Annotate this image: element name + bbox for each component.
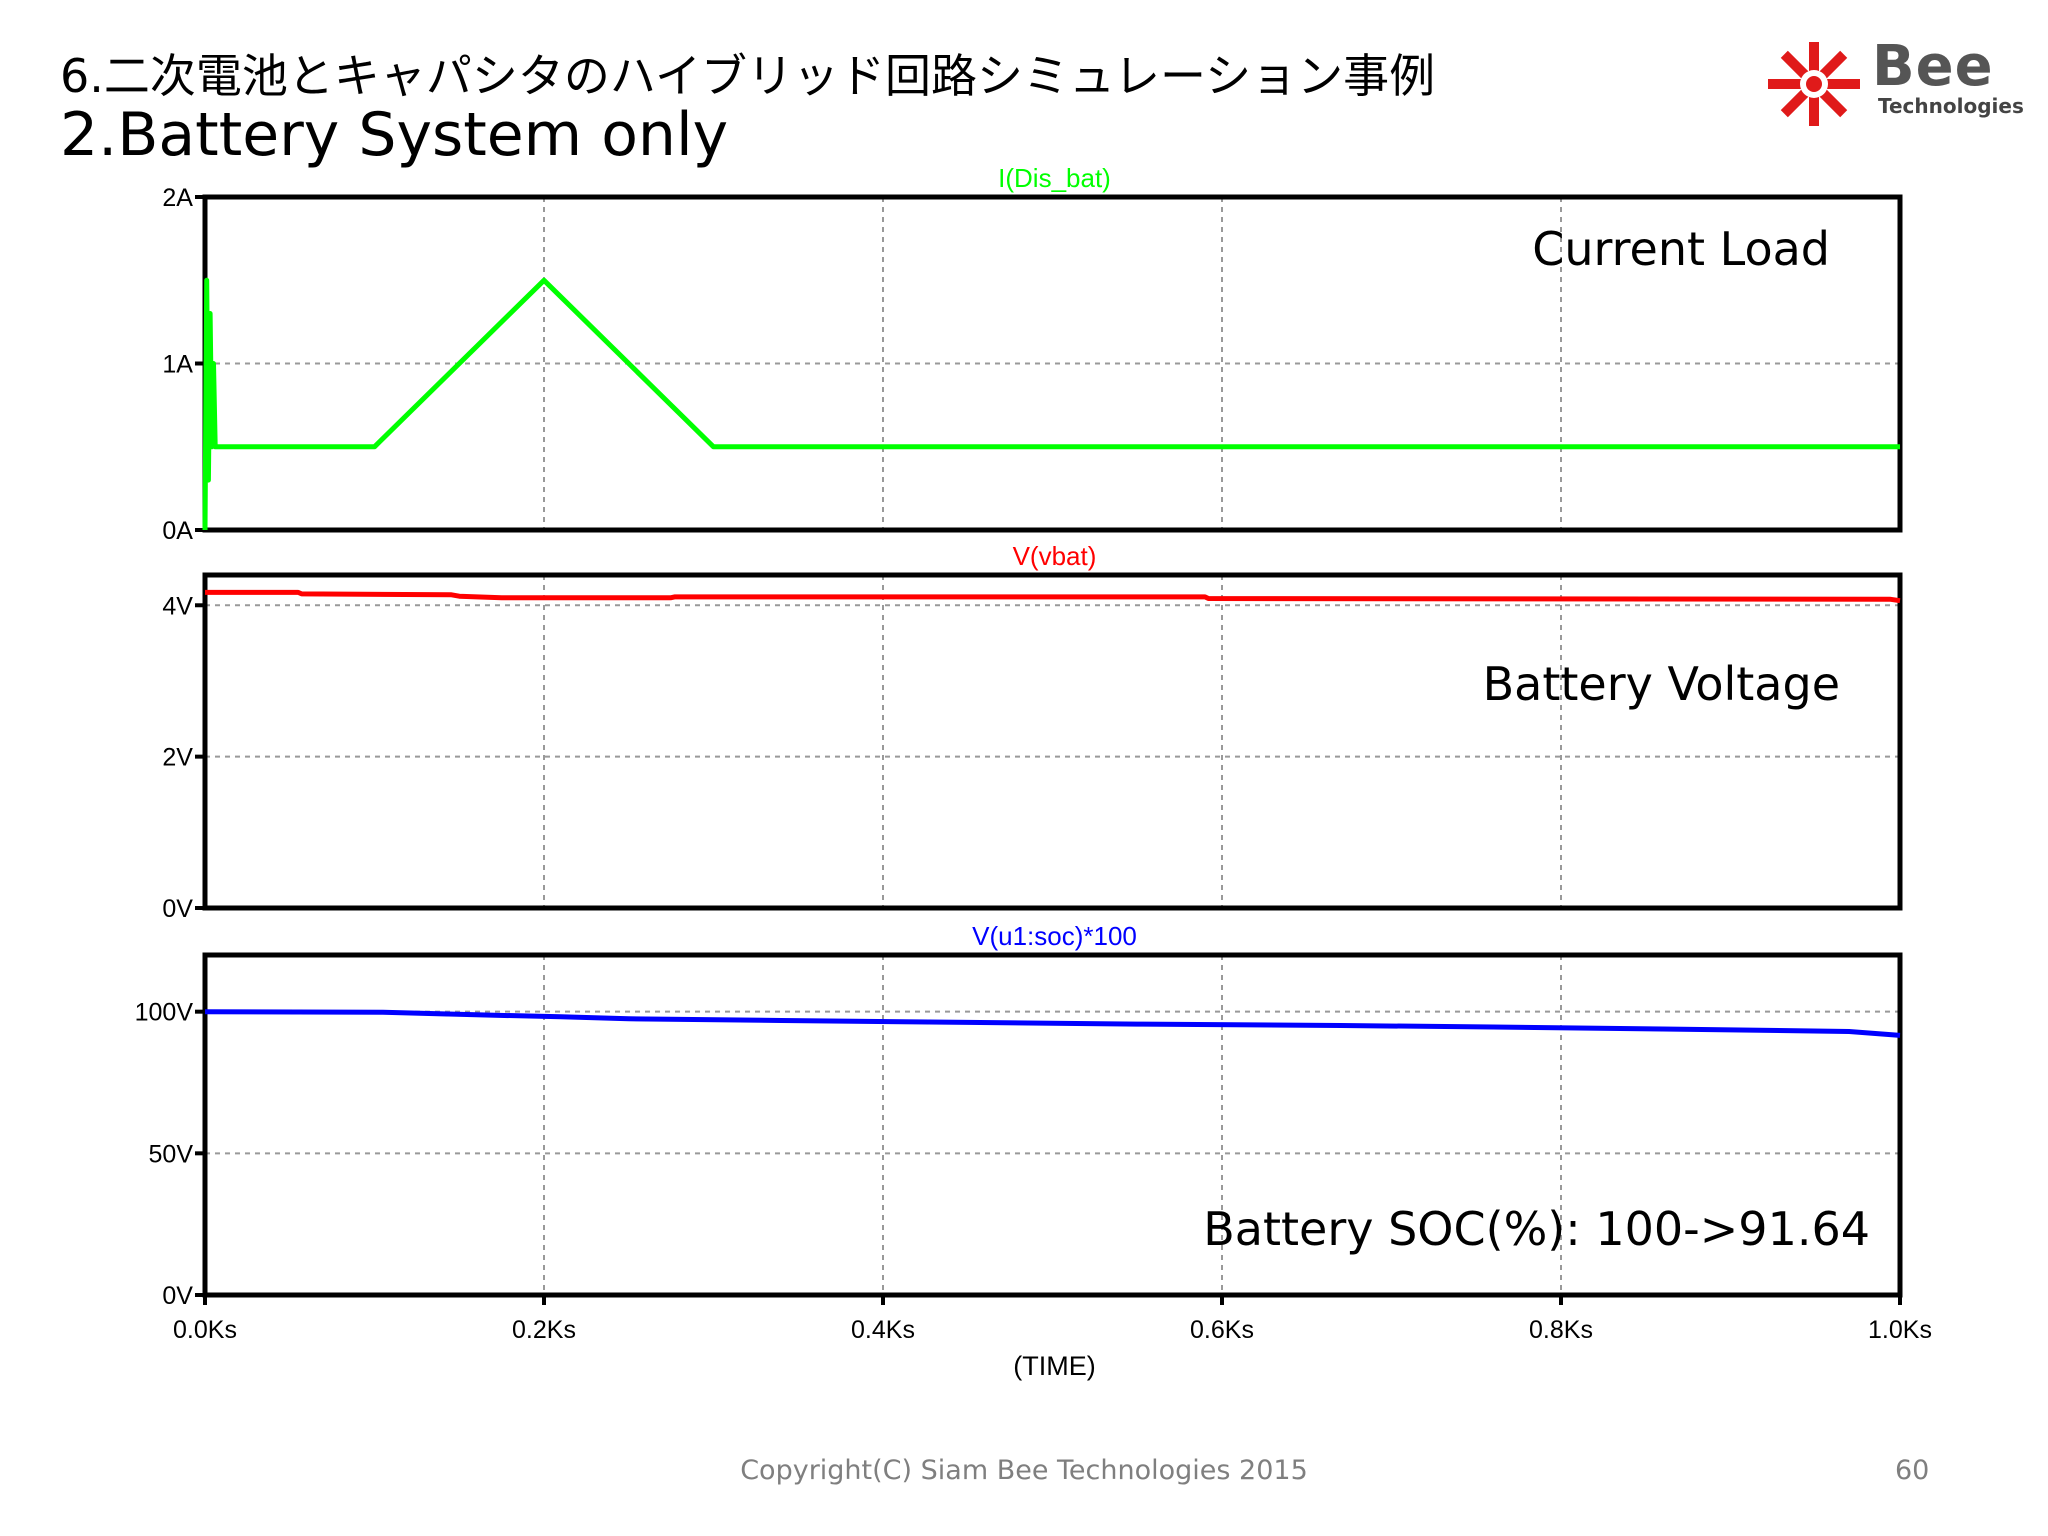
page-number: 60 (1895, 1455, 1930, 1486)
x-axis-label: (TIME) (1013, 1351, 1095, 1381)
plot-frame (202, 572, 1903, 911)
y-tick-label: 50V (149, 1140, 194, 1168)
x-tick-label: 0.0Ks (173, 1316, 237, 1344)
trace-label: V(vbat) (1013, 541, 1097, 571)
logo-wordmark: Bee (1872, 34, 1994, 99)
trace-label: I(Dis_bat) (998, 163, 1111, 193)
x-tick-label: 0.2Ks (512, 1316, 576, 1344)
x-tick-label: 0.6Ks (1190, 1316, 1254, 1344)
panel-annotation: Battery Voltage (1483, 657, 1840, 711)
starburst-logo-icon (1768, 42, 1860, 126)
logo-subtitle: Technologies (1878, 94, 2024, 118)
y-tick-label: 1A (162, 351, 193, 379)
y-tick-label: 4V (162, 592, 193, 620)
copyright-footer: Copyright(C) Siam Bee Technologies 2015 (740, 1455, 1308, 1486)
panel-annotation: Current Load (1532, 222, 1830, 276)
y-tick-label: 0V (162, 895, 193, 923)
x-tick-label: 0.4Ks (851, 1316, 915, 1344)
x-tick-label: 1.0Ks (1868, 1316, 1932, 1344)
panel-annotation: Battery SOC(%): 100->91.64 (1203, 1202, 1870, 1256)
y-tick-label: 2V (162, 744, 193, 772)
trace-label: V(u1:soc)*100 (972, 921, 1137, 951)
trace-line (204, 1009, 1901, 1038)
bee-technologies-logo: Bee Technologies (1760, 34, 2030, 130)
trace-line (202, 277, 1900, 531)
plot-frame (202, 952, 1903, 1298)
y-tick-label: 100V (135, 999, 194, 1027)
trace-line (205, 589, 1901, 604)
y-tick-label: 0A (162, 517, 193, 545)
slide-title-english: 2.Battery System only (60, 100, 729, 170)
slide-title-japanese: 6.二次電池とキャパシタのハイブリッド回路シミュレーション事例 (60, 49, 1436, 103)
x-tick-label: 0.8Ks (1529, 1316, 1593, 1344)
y-tick-label: 2A (162, 184, 193, 212)
y-tick-label: 0V (162, 1282, 193, 1310)
